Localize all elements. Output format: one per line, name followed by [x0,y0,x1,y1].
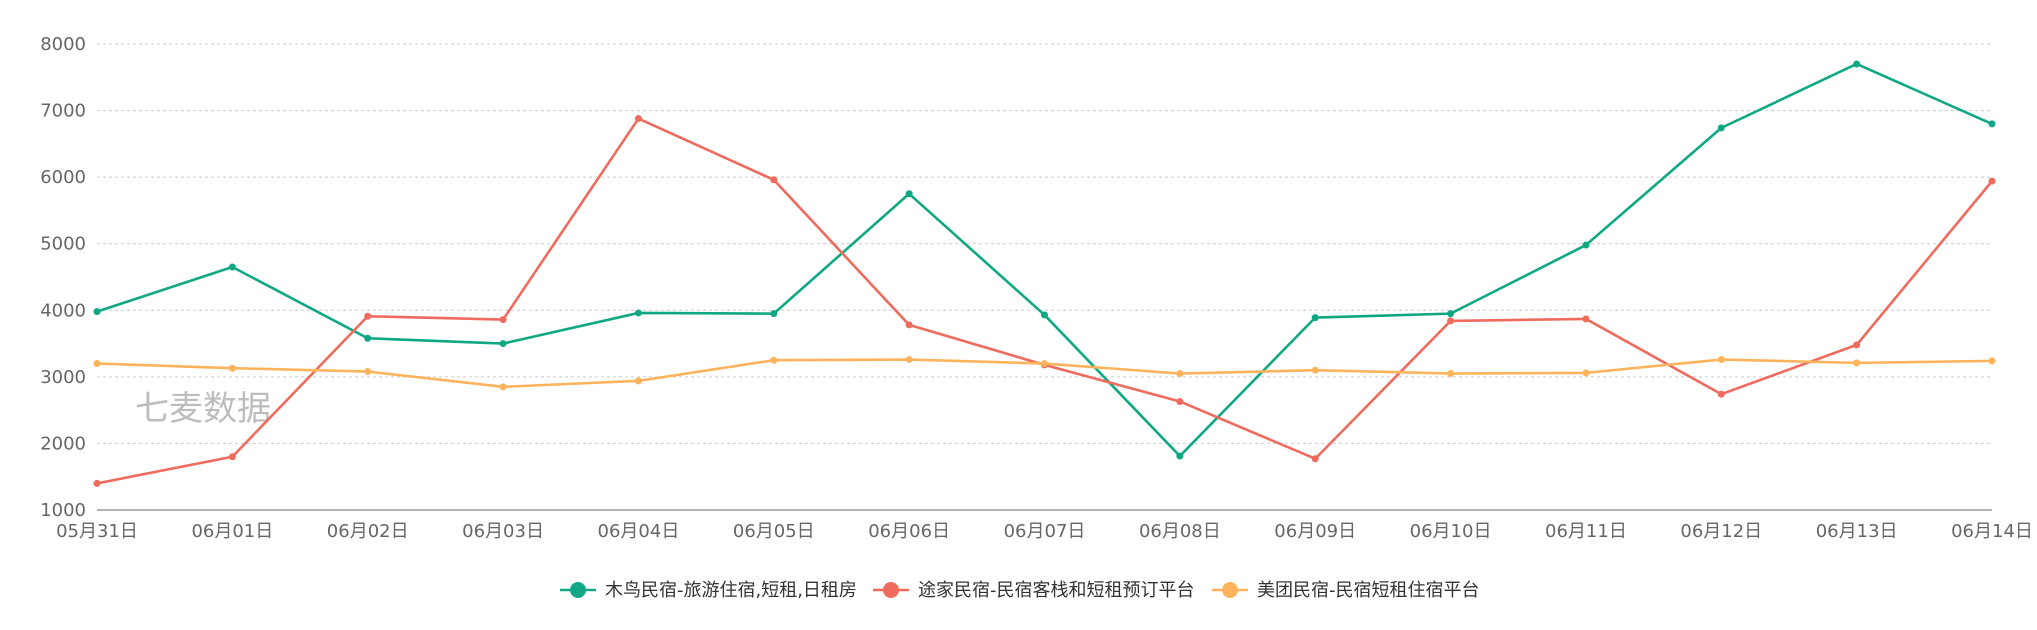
x-tick-label: 06月12日 [1680,521,1762,542]
series-3 [93,356,1996,391]
data-point[interactable] [499,340,507,348]
y-tick-label: 4000 [40,300,86,321]
data-point[interactable] [1447,310,1455,318]
watermark-text: 七麦数据 [135,389,271,429]
series-2 [93,115,1996,487]
data-point[interactable] [634,115,642,123]
y-tick-label: 7000 [40,101,86,122]
data-point[interactable] [1582,241,1590,249]
data-point[interactable] [1853,60,1861,68]
x-tick-label: 06月10日 [1410,521,1492,542]
legend: 木鸟民宿-旅游住宿,短租,日租房 途家民宿-民宿客栈和短租预订平台 美团民宿-民宿短… [560,580,1480,601]
x-tick-label: 06月01日 [191,521,273,542]
data-point[interactable] [93,479,101,487]
series-1 [93,60,1996,460]
data-point[interactable] [228,364,236,372]
data-point[interactable] [364,312,372,320]
data-point[interactable] [1041,360,1048,368]
y-axis: 1000 2000 3000 4000 5000 6000 7000 8000 [40,34,86,521]
data-point[interactable] [770,310,778,318]
y-tick-label: 1000 [40,500,86,521]
data-point[interactable] [1447,317,1455,325]
data-point[interactable] [1311,314,1319,322]
data-point[interactable] [1853,359,1861,367]
data-point[interactable] [228,453,236,461]
data-point[interactable] [905,356,913,364]
data-point[interactable] [1176,452,1184,460]
legend-marker [570,582,586,598]
series-line [96,117,1994,485]
data-point[interactable] [499,316,507,324]
legend-item[interactable]: 美团民宿-民宿短租住宿平台 [1212,580,1480,601]
x-tick-label: 06月13日 [1816,521,1898,542]
y-tick-label: 8000 [40,34,86,55]
x-tick-label: 06月05日 [733,521,815,542]
legend-label: 美团民宿-民宿短租住宿平台 [1257,580,1480,601]
data-point[interactable] [1988,177,1996,185]
x-tick-label: 06月11日 [1545,521,1627,542]
data-point[interactable] [1311,455,1319,463]
data-point[interactable] [93,308,101,316]
x-axis: 05月31日 06月01日 06月02日 06月03日 06月04日 06月05日 06月0… [56,509,2033,542]
series-lines [93,60,1996,487]
y-tick-label: 2000 [40,433,86,454]
x-tick-label: 06月07日 [1004,521,1086,542]
data-point[interactable] [1988,120,1996,128]
series-line [96,62,1993,458]
data-point[interactable] [1176,397,1184,405]
data-point[interactable] [770,176,778,184]
data-point[interactable] [1853,341,1861,349]
data-point[interactable] [364,368,372,376]
data-point[interactable] [1582,369,1590,377]
x-tick-label: 06月14日 [1951,521,2033,542]
data-point[interactable] [1311,366,1319,374]
x-tick-label: 06月04日 [598,521,680,542]
grid-lines [97,43,1992,444]
x-tick-label: 06月03日 [462,521,544,542]
x-tick-label: 06月06日 [868,521,950,542]
data-point[interactable] [1041,311,1048,319]
data-point[interactable] [1176,370,1184,378]
y-tick-label: 6000 [40,167,86,188]
legend-marker [1222,582,1238,598]
data-point[interactable] [1717,124,1725,132]
legend-item[interactable]: 途家民宿-民宿客栈和短租预订平台 [873,580,1195,601]
data-point[interactable] [1447,370,1455,378]
data-point[interactable] [905,321,913,329]
data-point[interactable] [1717,356,1725,364]
data-point[interactable] [1582,315,1590,323]
data-point[interactable] [364,334,372,342]
data-point[interactable] [228,263,236,271]
x-tick-label: 06月08日 [1139,521,1221,542]
y-tick-label: 3000 [40,367,86,388]
x-tick-label: 06月09日 [1274,521,1356,542]
x-tick-label: 06月02日 [327,521,409,542]
data-point[interactable] [905,190,913,198]
data-point[interactable] [770,356,778,364]
legend-label: 木鸟民宿-旅游住宿,短租,日租房 [605,580,857,601]
x-tick-label: 05月31日 [56,521,138,542]
data-point[interactable] [93,360,101,368]
legend-marker [883,582,899,598]
data-point[interactable] [634,309,642,317]
data-point[interactable] [1717,390,1725,398]
y-tick-label: 5000 [40,234,86,255]
legend-item[interactable]: 木鸟民宿-旅游住宿,短租,日租房 [560,580,857,601]
data-point[interactable] [499,383,507,391]
data-point[interactable] [634,377,642,385]
legend-label: 途家民宿-民宿客栈和短租预订平台 [918,580,1195,601]
data-point[interactable] [1988,357,1996,365]
